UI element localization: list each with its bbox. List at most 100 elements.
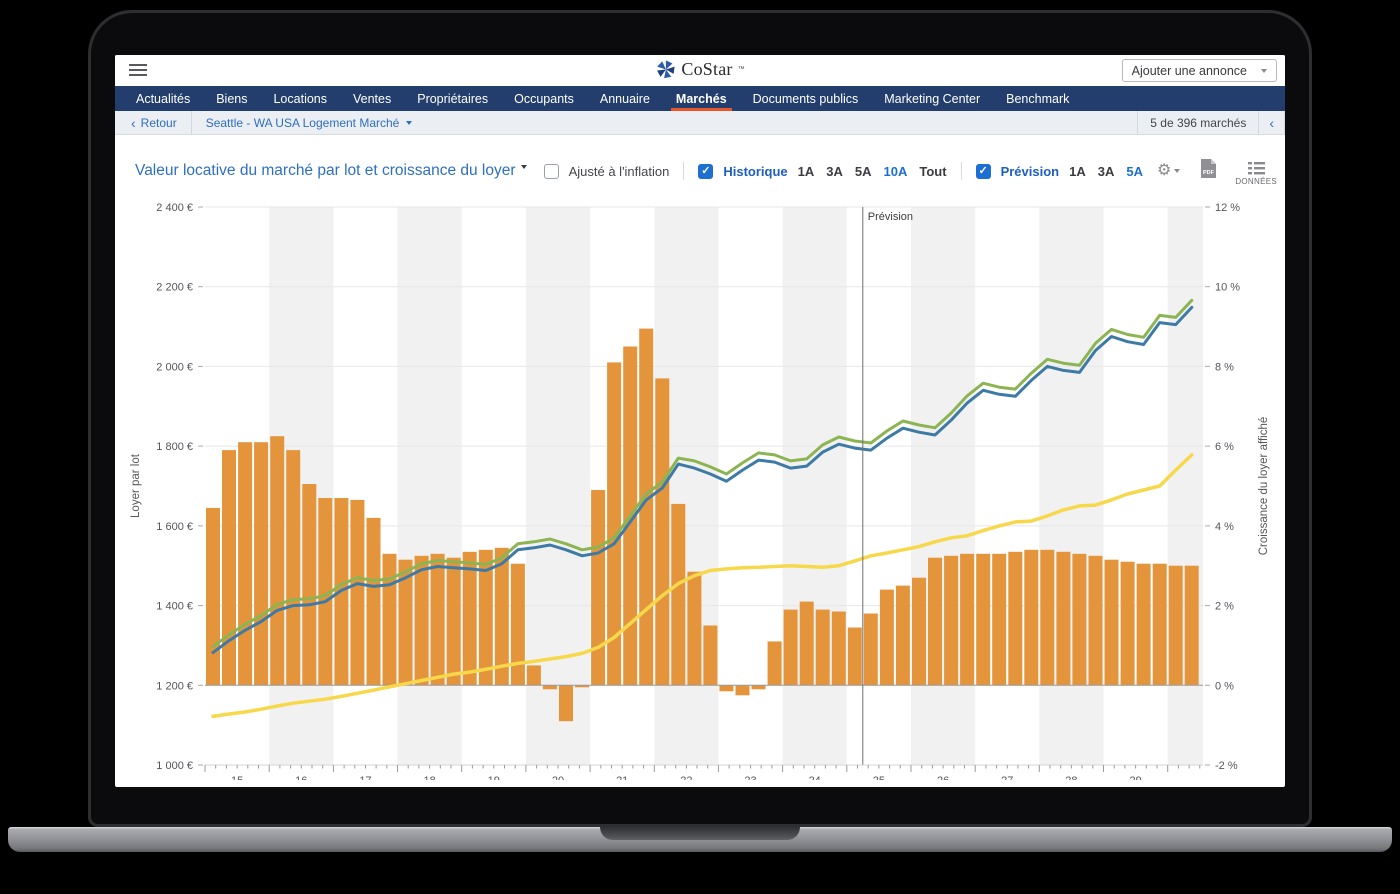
- svg-text:1 200 €: 1 200 €: [156, 680, 193, 692]
- nav-item-march-s[interactable]: Marchés: [663, 86, 740, 111]
- svg-text:2 000 €: 2 000 €: [156, 361, 193, 373]
- costar-logo: CoStar ™: [655, 59, 745, 80]
- gear-icon: ⚙: [1156, 162, 1172, 179]
- back-label: Retour: [140, 115, 177, 130]
- svg-text:17: 17: [359, 775, 371, 780]
- divider: [1258, 111, 1260, 134]
- svg-text:6 %: 6 %: [1215, 441, 1234, 453]
- svg-text:20: 20: [552, 775, 564, 780]
- svg-text:23: 23: [744, 775, 756, 780]
- breadcrumb-right: 5 de 396 marchés ‹: [1137, 111, 1285, 134]
- chevron-left-icon: ‹: [131, 114, 136, 131]
- hamburger-menu-icon[interactable]: [129, 64, 147, 77]
- inflation-checkbox[interactable]: [543, 163, 559, 179]
- historique-option-5a[interactable]: 5A: [854, 163, 872, 179]
- svg-text:-2 %: -2 %: [1215, 760, 1238, 772]
- prevision-checkbox[interactable]: ✓: [975, 163, 991, 179]
- chevron-down-icon: [1174, 169, 1181, 173]
- add-listing-button[interactable]: Ajouter une annonce: [1121, 59, 1277, 82]
- divider: [190, 111, 192, 134]
- market-selector[interactable]: Seattle - WA USA Logement Marché: [192, 111, 427, 134]
- svg-text:19: 19: [488, 775, 500, 780]
- divider: [1137, 111, 1139, 134]
- pdf-file-icon: PDF: [1201, 159, 1217, 178]
- svg-text:PDF: PDF: [1203, 170, 1215, 176]
- check-icon: ✓: [701, 164, 711, 177]
- chart-title-dropdown[interactable]: Valeur locative du marché par lot et cro…: [135, 162, 527, 180]
- laptop-frame: CoStar ™ Ajouter une annonce Actualités B…: [88, 10, 1312, 827]
- prevision-option-1a[interactable]: 1A: [1069, 163, 1086, 179]
- costar-pinwheel-icon: [657, 60, 675, 79]
- svg-text:Prévision: Prévision: [868, 211, 913, 223]
- svg-text:0 %: 0 %: [1215, 680, 1234, 692]
- chart-settings-button[interactable]: ⚙: [1156, 162, 1181, 179]
- divider: [683, 162, 685, 180]
- svg-text:25: 25: [873, 775, 885, 780]
- svg-text:2 200 €: 2 200 €: [156, 282, 193, 294]
- breadcrumb-left: ‹ Retour Seattle - WA USA Logement March…: [115, 111, 426, 134]
- svg-text:Croissance du loyer affiché: Croissance du loyer affiché: [1258, 417, 1270, 556]
- svg-text:12 %: 12 %: [1215, 202, 1240, 214]
- laptop-base-notch: [600, 827, 800, 840]
- nav-item-benchmark[interactable]: Benchmark: [1006, 91, 1070, 106]
- svg-text:1 600 €: 1 600 €: [156, 521, 193, 533]
- inflation-label: Ajusté à l'inflation: [568, 163, 670, 179]
- add-listing-label: Ajouter une annonce: [1131, 63, 1247, 78]
- historique-label[interactable]: Historique: [723, 163, 788, 179]
- main-nav: Actualités Biens Locations Ventes Propriétai…: [115, 86, 1285, 111]
- prevision-range-options: 1A 3A 5A: [1069, 164, 1143, 179]
- svg-text:4 %: 4 %: [1215, 521, 1234, 533]
- svg-text:29: 29: [1129, 775, 1141, 780]
- nav-item-marketing-center[interactable]: Marketing Center: [884, 91, 981, 106]
- svg-text:21: 21: [616, 775, 628, 780]
- svg-text:8 %: 8 %: [1215, 361, 1234, 373]
- market-counter: 5 de 396 marchés: [1150, 115, 1247, 130]
- svg-text:2 400 €: 2 400 €: [156, 202, 193, 214]
- svg-text:2 %: 2 %: [1215, 601, 1234, 613]
- svg-text:18: 18: [423, 775, 435, 780]
- historique-option-10a[interactable]: 10A: [883, 163, 908, 179]
- data-view-button[interactable]: DONNÉES: [1235, 162, 1277, 186]
- breadcrumb: ‹ Retour Seattle - WA USA Logement March…: [115, 111, 1285, 135]
- nav-item-annuaire[interactable]: Annuaire: [599, 91, 650, 106]
- brand-name: CoStar: [681, 59, 733, 79]
- historique-range-options: 1A 3A 5A 10A Tout: [798, 164, 947, 179]
- svg-text:15: 15: [231, 775, 243, 780]
- prevision-option-3a[interactable]: 3A: [1097, 163, 1115, 179]
- prevision-label[interactable]: Prévision: [1000, 163, 1060, 179]
- brand-trademark: ™: [737, 66, 745, 73]
- prevision-option-5a[interactable]: 5A: [1126, 163, 1143, 179]
- nav-item-locations[interactable]: Locations: [273, 91, 327, 106]
- data-view-label: DONNÉES: [1235, 177, 1277, 186]
- svg-text:22: 22: [680, 775, 692, 780]
- nav-item-documents-publics[interactable]: Documents publics: [752, 91, 859, 106]
- nav-item-ventes[interactable]: Ventes: [353, 91, 392, 106]
- nav-item-occupants[interactable]: Occupants: [514, 91, 574, 106]
- divider: [960, 162, 962, 180]
- divider: [1284, 111, 1285, 134]
- svg-text:1 800 €: 1 800 €: [156, 441, 193, 453]
- historique-option-1a[interactable]: 1A: [797, 163, 815, 179]
- historique-option-3a[interactable]: 3A: [826, 163, 843, 179]
- chart-container: Prévision 15 16 17 18 19 20 21 22 23 24 25 26 27 28 29 1…: [115, 195, 1285, 787]
- previous-market-chevron[interactable]: ‹: [1269, 114, 1274, 131]
- svg-text:27: 27: [1001, 775, 1013, 780]
- back-link[interactable]: ‹ Retour: [115, 111, 191, 134]
- svg-text:26: 26: [937, 775, 949, 780]
- market-name: Seattle - WA USA Logement Marché: [205, 115, 400, 130]
- svg-text:Loyer par lot: Loyer par lot: [130, 453, 142, 518]
- chart-header-row: Valeur locative du marché par lot et cro…: [115, 151, 1285, 191]
- nav-item-actualit-s[interactable]: Actualités: [136, 91, 191, 106]
- svg-text:10 %: 10 %: [1215, 282, 1240, 294]
- svg-text:28: 28: [1065, 775, 1077, 780]
- svg-text:1 400 €: 1 400 €: [156, 601, 193, 613]
- historique-option-tout[interactable]: Tout: [919, 163, 947, 179]
- nav-item-biens[interactable]: Biens: [216, 91, 248, 106]
- chevron-down-icon: [406, 120, 413, 125]
- nav-item-propri-taires[interactable]: Propriétaires: [417, 91, 489, 106]
- chart-title: Valeur locative du marché par lot et cro…: [135, 162, 516, 179]
- chevron-down-icon: [520, 165, 527, 169]
- historique-checkbox[interactable]: ✓: [698, 163, 714, 179]
- export-pdf-button[interactable]: PDF: [1200, 158, 1217, 184]
